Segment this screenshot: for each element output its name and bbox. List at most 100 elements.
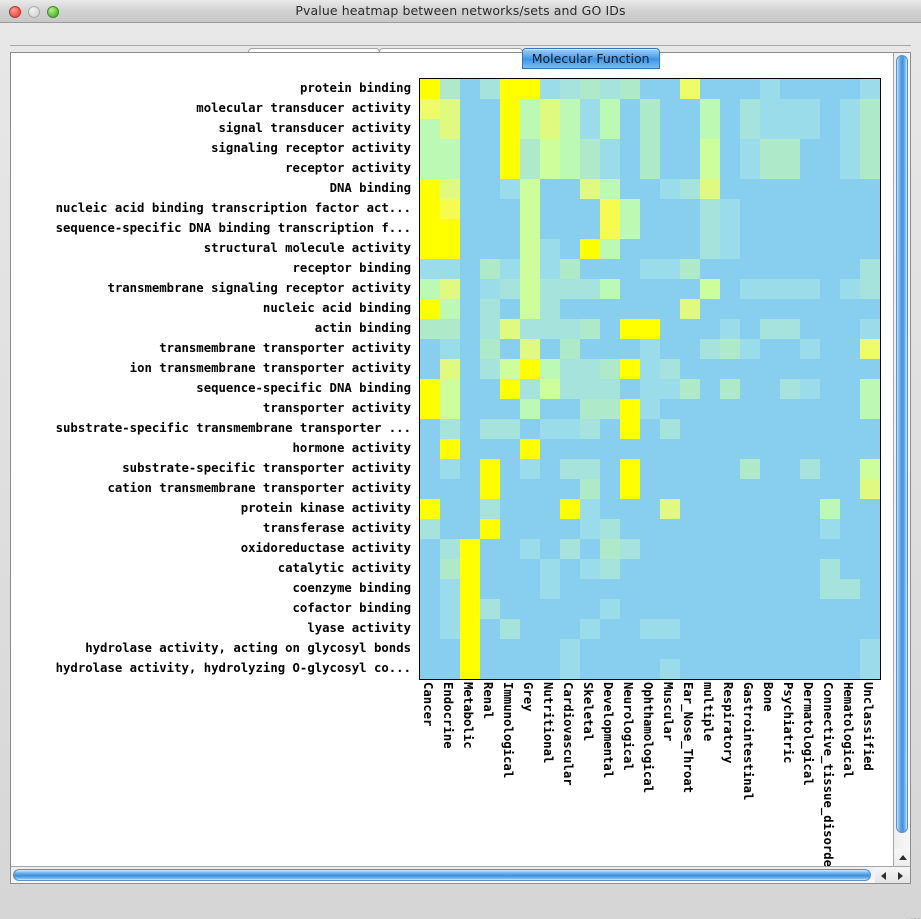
heatmap-cell[interactable] [820, 419, 840, 439]
heatmap-cell[interactable] [780, 199, 800, 219]
heatmap-cell[interactable] [440, 299, 460, 319]
heatmap-cell[interactable] [580, 619, 600, 639]
heatmap-cell[interactable] [820, 499, 840, 519]
heatmap-cell[interactable] [680, 579, 700, 599]
heatmap-cell[interactable] [840, 139, 860, 159]
heatmap-cell[interactable] [860, 659, 880, 679]
heatmap-cell[interactable] [640, 559, 660, 579]
heatmap-cell[interactable] [660, 359, 680, 379]
heatmap-cell[interactable] [420, 399, 440, 419]
heatmap-cell[interactable] [620, 479, 640, 499]
heatmap-cell[interactable] [440, 199, 460, 219]
heatmap-cell[interactable] [780, 559, 800, 579]
heatmap-cell[interactable] [620, 239, 640, 259]
heatmap-cell[interactable] [720, 259, 740, 279]
heatmap-cell[interactable] [420, 659, 440, 679]
heatmap-cell[interactable] [800, 299, 820, 319]
heatmap-cell[interactable] [540, 119, 560, 139]
heatmap-cell[interactable] [420, 159, 440, 179]
heatmap-cell[interactable] [780, 439, 800, 459]
heatmap-cell[interactable] [600, 619, 620, 639]
heatmap-cell[interactable] [440, 339, 460, 359]
heatmap-cell[interactable] [500, 239, 520, 259]
heatmap-cell[interactable] [820, 159, 840, 179]
heatmap-cell[interactable] [840, 559, 860, 579]
heatmap-cell[interactable] [740, 359, 760, 379]
heatmap-cell[interactable] [620, 619, 640, 639]
heatmap-cell[interactable] [820, 319, 840, 339]
heatmap-cell[interactable] [520, 639, 540, 659]
heatmap-cell[interactable] [420, 639, 440, 659]
heatmap-cell[interactable] [820, 399, 840, 419]
heatmap-cell[interactable] [840, 319, 860, 339]
heatmap-cell[interactable] [700, 599, 720, 619]
heatmap-cell[interactable] [560, 479, 580, 499]
heatmap-cell[interactable] [740, 639, 760, 659]
heatmap-cell[interactable] [420, 379, 440, 399]
heatmap-cell[interactable] [740, 539, 760, 559]
heatmap-cell[interactable] [700, 399, 720, 419]
heatmap-cell[interactable] [740, 279, 760, 299]
heatmap-cell[interactable] [640, 119, 660, 139]
heatmap-cell[interactable] [680, 99, 700, 119]
heatmap-cell[interactable] [500, 199, 520, 219]
heatmap-cell[interactable] [680, 319, 700, 339]
heatmap-cell[interactable] [820, 659, 840, 679]
heatmap-cell[interactable] [500, 419, 520, 439]
heatmap-cell[interactable] [420, 199, 440, 219]
heatmap-cell[interactable] [720, 479, 740, 499]
heatmap-cell[interactable] [760, 299, 780, 319]
heatmap-cell[interactable] [540, 179, 560, 199]
heatmap-cell[interactable] [760, 619, 780, 639]
heatmap-cell[interactable] [600, 639, 620, 659]
heatmap-cell[interactable] [780, 219, 800, 239]
heatmap-cell[interactable] [540, 499, 560, 519]
heatmap-cell[interactable] [600, 139, 620, 159]
heatmap-cell[interactable] [500, 619, 520, 639]
heatmap-cell[interactable] [560, 339, 580, 359]
heatmap-cell[interactable] [700, 159, 720, 179]
heatmap-cell[interactable] [620, 339, 640, 359]
heatmap-cell[interactable] [680, 139, 700, 159]
heatmap-cell[interactable] [580, 159, 600, 179]
heatmap-cell[interactable] [800, 119, 820, 139]
heatmap-cell[interactable] [600, 499, 620, 519]
heatmap-cell[interactable] [840, 619, 860, 639]
heatmap-cell[interactable] [640, 339, 660, 359]
heatmap-cell[interactable] [780, 519, 800, 539]
heatmap-cell[interactable] [560, 539, 580, 559]
heatmap-cell[interactable] [540, 659, 560, 679]
heatmap-cell[interactable] [660, 519, 680, 539]
heatmap-cell[interactable] [800, 619, 820, 639]
heatmap-cell[interactable] [840, 419, 860, 439]
heatmap-cell[interactable] [800, 559, 820, 579]
heatmap-cell[interactable] [440, 519, 460, 539]
heatmap-cell[interactable] [780, 399, 800, 419]
heatmap-cell[interactable] [540, 619, 560, 639]
heatmap-cell[interactable] [860, 279, 880, 299]
heatmap-cell[interactable] [720, 199, 740, 219]
heatmap-cell[interactable] [460, 199, 480, 219]
heatmap-cell[interactable] [760, 79, 780, 99]
heatmap-cell[interactable] [580, 399, 600, 419]
zoom-button[interactable] [47, 6, 59, 18]
heatmap-cell[interactable] [440, 439, 460, 459]
heatmap-cell[interactable] [680, 199, 700, 219]
heatmap-cell[interactable] [440, 559, 460, 579]
heatmap-cell[interactable] [420, 139, 440, 159]
heatmap-cell[interactable] [620, 659, 640, 679]
heatmap-cell[interactable] [520, 479, 540, 499]
heatmap-cell[interactable] [480, 299, 500, 319]
heatmap-cell[interactable] [420, 79, 440, 99]
heatmap-cell[interactable] [460, 399, 480, 419]
heatmap-cell[interactable] [620, 99, 640, 119]
heatmap-cell[interactable] [440, 599, 460, 619]
heatmap-cell[interactable] [440, 579, 460, 599]
heatmap-cell[interactable] [580, 599, 600, 619]
heatmap-cell[interactable] [700, 659, 720, 679]
heatmap-cell[interactable] [660, 479, 680, 499]
heatmap-cell[interactable] [560, 299, 580, 319]
heatmap-cell[interactable] [820, 79, 840, 99]
heatmap-cell[interactable] [760, 179, 780, 199]
heatmap-cell[interactable] [600, 279, 620, 299]
